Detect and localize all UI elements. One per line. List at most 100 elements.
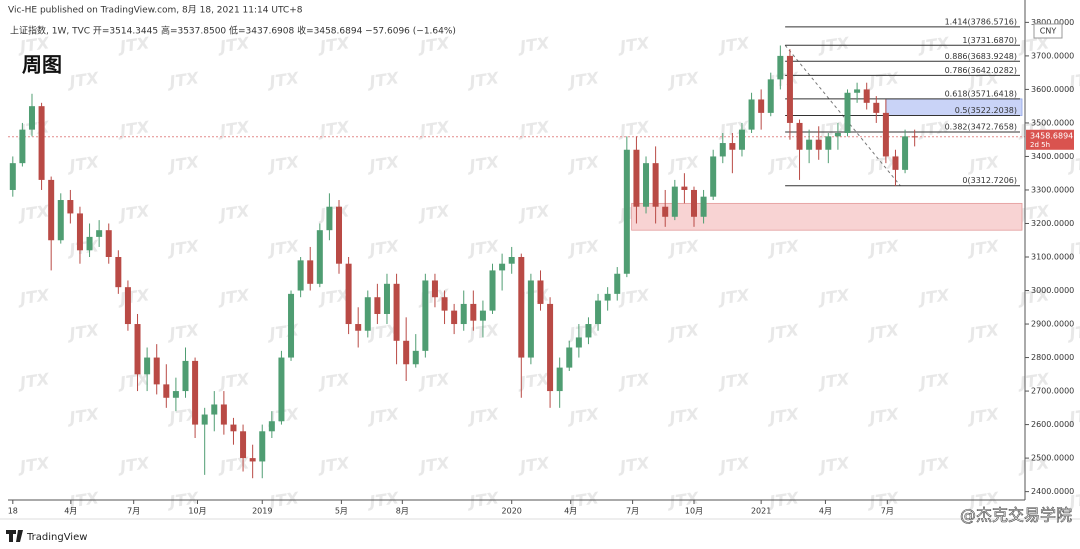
watermark: JTX [365, 236, 400, 259]
watermark: JTX [765, 152, 800, 175]
watermark: JTX [565, 68, 600, 91]
body [499, 263, 506, 271]
body [163, 384, 170, 398]
body [470, 303, 477, 321]
currency: CNY [1040, 27, 1057, 36]
symbol-line: 上证指数, 1W, TVC 开=3514.3445 高=3537.8500 低=… [10, 25, 456, 37]
watermark: JTX [465, 152, 500, 175]
watermark: JTX [965, 68, 1000, 91]
body [412, 350, 419, 365]
watermark: JTX [265, 236, 300, 259]
watermark: JTX [116, 201, 151, 224]
y-tick-label: 2400.0000 [1031, 487, 1074, 496]
watermark: JTX [716, 369, 751, 392]
body [911, 136, 918, 138]
body [652, 163, 659, 207]
watermark: JTX [116, 369, 151, 392]
watermark: JTX [416, 117, 451, 140]
body [336, 206, 343, 264]
body [825, 136, 832, 150]
watermark: JTX [265, 68, 300, 91]
body [182, 360, 189, 392]
body [489, 270, 496, 311]
y-tick-label: 2800.0000 [1031, 353, 1074, 362]
body [19, 129, 26, 164]
body [902, 136, 909, 170]
watermark: JTX [416, 201, 451, 224]
watermark: JTX [216, 369, 251, 392]
y-tick-label: 3600.0000 [1031, 85, 1074, 94]
x-tick-label: 5月 [335, 507, 348, 516]
y-tick-label: 2900.0000 [1031, 320, 1074, 329]
watermark: JTX [316, 117, 351, 140]
watermark: JTX [565, 404, 600, 427]
countdown: 2d 5h [1030, 141, 1050, 149]
body [537, 280, 544, 304]
x-tick-label: 4月 [564, 507, 577, 516]
body [220, 404, 227, 425]
watermark: JTX [765, 236, 800, 259]
body [307, 260, 314, 284]
published: Vic-HE published on TradingView.com, 8月 … [8, 5, 303, 16]
x-tick-label: 10月 [685, 507, 703, 516]
watermark: JTX [465, 68, 500, 91]
watermark: JTX [516, 201, 551, 224]
note: 周图 [22, 53, 62, 77]
y-tick-label: 3000.0000 [1031, 286, 1074, 295]
body [67, 200, 74, 214]
watermark: JTX [916, 117, 951, 140]
body [28, 106, 35, 130]
watermark: JTX [16, 285, 51, 308]
watermark: JTX [316, 33, 351, 56]
x-tick-label: 18 [8, 507, 18, 516]
currency-box [1033, 23, 1063, 39]
body [249, 458, 256, 462]
watermark: JTX [665, 152, 700, 175]
body [153, 357, 160, 385]
body [767, 79, 774, 113]
body [76, 213, 83, 251]
body [105, 230, 112, 257]
body [566, 347, 573, 368]
body [297, 260, 304, 291]
watermark: JTX [216, 33, 251, 56]
body [815, 139, 822, 150]
watermark: JTX [416, 369, 451, 392]
watermark: JTX [616, 285, 651, 308]
body [690, 189, 697, 217]
body [873, 102, 880, 113]
body [38, 106, 45, 180]
body [9, 163, 16, 190]
watermark: JTX [416, 453, 451, 476]
watermark: JTX [365, 68, 400, 91]
watermark: JTX [365, 404, 400, 427]
body [460, 303, 467, 325]
body [719, 143, 726, 157]
watermark: JTX [865, 236, 900, 259]
body [729, 143, 736, 150]
body [786, 55, 793, 123]
body [316, 230, 323, 284]
watermark: JTX [216, 201, 251, 224]
body [268, 421, 275, 432]
body [508, 257, 515, 264]
watermark: JTX [165, 404, 200, 427]
watermark: JTX [865, 320, 900, 343]
watermark: JTX [965, 404, 1000, 427]
body [364, 297, 371, 331]
watermark: JTX [565, 152, 600, 175]
watermark: JTX [465, 404, 500, 427]
watermark: JTX [416, 33, 451, 56]
body [172, 391, 179, 398]
watermark: JTX [716, 33, 751, 56]
body [844, 92, 851, 133]
watermark: JTX [716, 285, 751, 308]
body [777, 55, 784, 80]
body [144, 357, 151, 375]
body [355, 324, 362, 331]
watermark: JTX [916, 285, 951, 308]
last-price-label: 3458.6894 [1030, 131, 1073, 140]
tv-logo-icon [6, 530, 23, 542]
y-tick-label: 2700.0000 [1031, 387, 1074, 396]
